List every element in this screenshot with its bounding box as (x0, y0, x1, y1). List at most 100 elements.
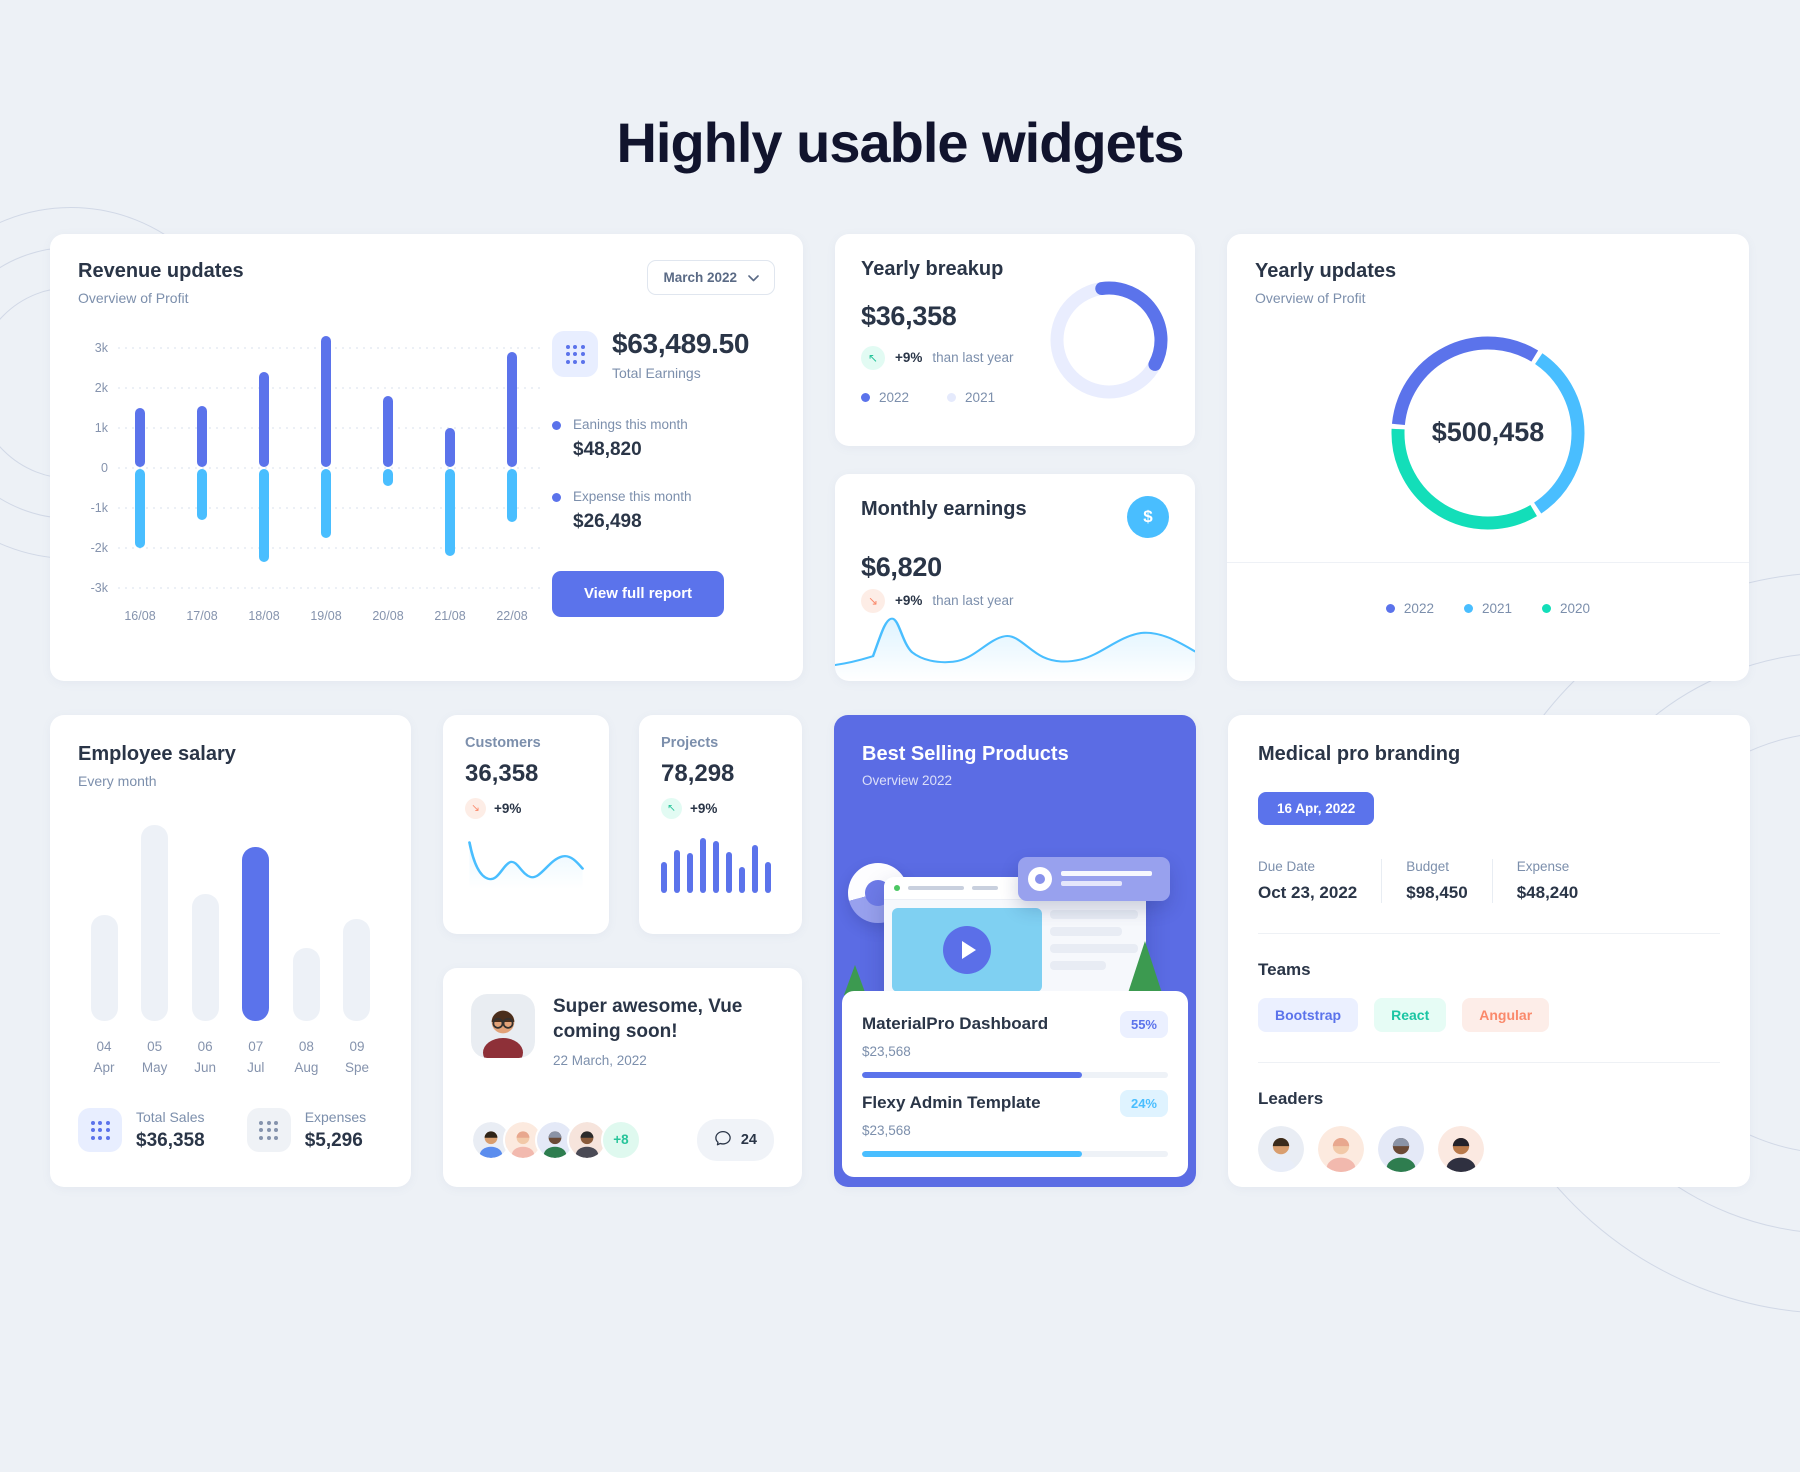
employee-salary-subtitle: Every month (78, 772, 157, 789)
more-members-badge[interactable]: +8 (601, 1119, 641, 1160)
trend-down-icon: ↘ (861, 588, 885, 613)
svg-text:0: 0 (101, 461, 108, 475)
total-sales-value: $36,358 (136, 1129, 205, 1151)
grid-icon (78, 1108, 122, 1153)
view-full-report-button[interactable]: View full report (552, 570, 724, 617)
total-sales-label: Total Sales (136, 1108, 205, 1125)
leader-avatars (1258, 1125, 1720, 1172)
employee-salary-bar-chart: 04 Apr 05 May 06 Jun 07 Jul 08 Aug 09 Spe (78, 824, 383, 1079)
legend-dot-icon (1385, 604, 1395, 614)
expense-value: $48,240 (1516, 882, 1579, 902)
expense-this-month-item: Expense this month $26,498 (552, 489, 775, 533)
product-row: MaterialPro Dashboard 55% $23,568 (862, 1010, 1168, 1078)
revenue-card-title: Revenue updates (78, 259, 244, 282)
monthly-earnings-delta-note: than last year (932, 593, 1014, 609)
member-avatar (535, 1119, 575, 1160)
period-select[interactable]: March 2022 (647, 259, 775, 295)
projects-title: Projects (661, 734, 719, 751)
svg-text:16/08: 16/08 (124, 609, 155, 623)
legend-item-2022: 2022 (1385, 601, 1434, 617)
legend-label: 2022 (879, 389, 910, 405)
divider (1491, 858, 1493, 903)
svg-text:-2k: -2k (91, 541, 109, 555)
product-name: Flexy Admin Template (862, 1093, 1041, 1113)
salary-bar-column: 04 Apr (82, 914, 126, 1079)
projects-mini-bar-chart (661, 837, 780, 893)
chevron-down-icon (748, 270, 759, 285)
page-title: Highly usable widgets (616, 111, 1184, 174)
expenses-label: Expenses (304, 1108, 367, 1125)
salary-bar-column: 06 Jun (183, 893, 227, 1079)
due-date-value: Oct 23, 2022 (1258, 882, 1358, 902)
yearly-breakup-donut-chart (1050, 281, 1168, 399)
budget-value: $98,450 (1406, 882, 1468, 902)
medical-pro-branding-card: Medical pro branding 16 Apr, 2022 Due Da… (1228, 714, 1750, 1187)
product-progress-track (862, 1150, 1168, 1157)
user-icon (1028, 866, 1052, 891)
projects-delta: +9% (690, 800, 718, 816)
customers-value: 36,358 (465, 759, 539, 787)
legend-label: 2022 (1403, 601, 1434, 617)
legend-dot-icon (1542, 604, 1552, 614)
best-selling-title: Best Selling Products (862, 742, 1069, 765)
employee-salary-card: Employee salary Every month 04 Apr 05 May 06… (50, 714, 411, 1187)
legend-item-2021: 2021 (1463, 601, 1512, 616)
yearly-updates-center-value: $500,458 (1431, 417, 1545, 448)
leader-avatar (1378, 1125, 1424, 1172)
svg-text:17/08: 17/08 (186, 609, 217, 623)
svg-text:-3k: -3k (91, 581, 109, 595)
dollar-icon: $ (1127, 495, 1169, 538)
leader-avatar (1438, 1125, 1484, 1172)
svg-text:1k: 1k (95, 421, 109, 435)
earnings-item-label: Eanings this month (573, 416, 688, 432)
period-select-value: March 2022 (663, 269, 737, 285)
yearly-breakup-delta: +9% (895, 350, 923, 366)
product-name: MaterialPro Dashboard (862, 1014, 1049, 1034)
divider (1258, 1061, 1720, 1063)
yearly-breakup-card: Yearly breakup $36,358 ↖ +9% than last y… (835, 233, 1195, 446)
salary-bar-column: 09 Spe (335, 918, 379, 1079)
employee-salary-title: Employee salary (78, 742, 236, 765)
expense-item-label: Expense this month (573, 488, 692, 504)
monthly-earnings-title: Monthly earnings (861, 497, 1027, 520)
member-avatars: +8 (471, 1119, 641, 1160)
leader-avatar (1258, 1125, 1304, 1172)
yearly-updates-title: Yearly updates (1255, 259, 1397, 282)
bullet-dot-icon (552, 492, 561, 502)
legend-item-2021: 2021 (947, 390, 995, 405)
product-progress-fill (862, 1150, 1083, 1157)
yearly-breakup-delta-note: than last year (932, 350, 1014, 366)
yearly-updates-subtitle: Overview of Profit (1255, 289, 1366, 306)
monthly-earnings-value: $6,820 (861, 551, 942, 582)
svg-text:21/08: 21/08 (434, 609, 465, 623)
product-percent-badge: 24% (1119, 1089, 1168, 1117)
legend-dot-icon (861, 392, 870, 402)
earnings-this-month-item: Eanings this month $48,820 (552, 417, 775, 461)
expense-item-value: $26,498 (573, 510, 642, 532)
revenue-updates-card: Revenue updates Overview of Profit March… (50, 233, 803, 681)
total-earnings-label: Total Earnings (612, 364, 701, 381)
budget-stat: Budget $98,450 (1406, 859, 1467, 903)
comment-count: 24 (740, 1131, 757, 1148)
comments-button[interactable]: 24 (696, 1118, 774, 1161)
medical-title: Medical pro branding (1258, 742, 1461, 765)
team-chip-angular: Angular (1462, 997, 1550, 1032)
trend-up-icon: ↖ (861, 345, 885, 370)
divider (1227, 561, 1749, 563)
svg-text:18/08: 18/08 (248, 609, 279, 623)
yearly-updates-donut-chart (1391, 336, 1585, 530)
trend-down-icon: ↘ (465, 797, 486, 819)
svg-text:22/08: 22/08 (496, 609, 527, 623)
legend-label: 2021 (965, 389, 996, 405)
salary-bar-column: 08 Aug (284, 947, 328, 1079)
svg-text:3k: 3k (95, 341, 109, 355)
expenses-stat: Expenses $5,296 (246, 1108, 367, 1153)
product-price: $23,568 (862, 1043, 911, 1059)
best-selling-products-card: Best Selling Products Overview 2022 (834, 714, 1196, 1187)
leader-avatar (1318, 1125, 1364, 1172)
yearly-breakup-value: $36,358 (861, 300, 957, 331)
legend-dot-icon (947, 392, 957, 402)
illustration-user-card (1018, 856, 1170, 901)
best-selling-subtitle: Overview 2022 (862, 772, 953, 788)
illustration-video-player (892, 907, 1042, 992)
